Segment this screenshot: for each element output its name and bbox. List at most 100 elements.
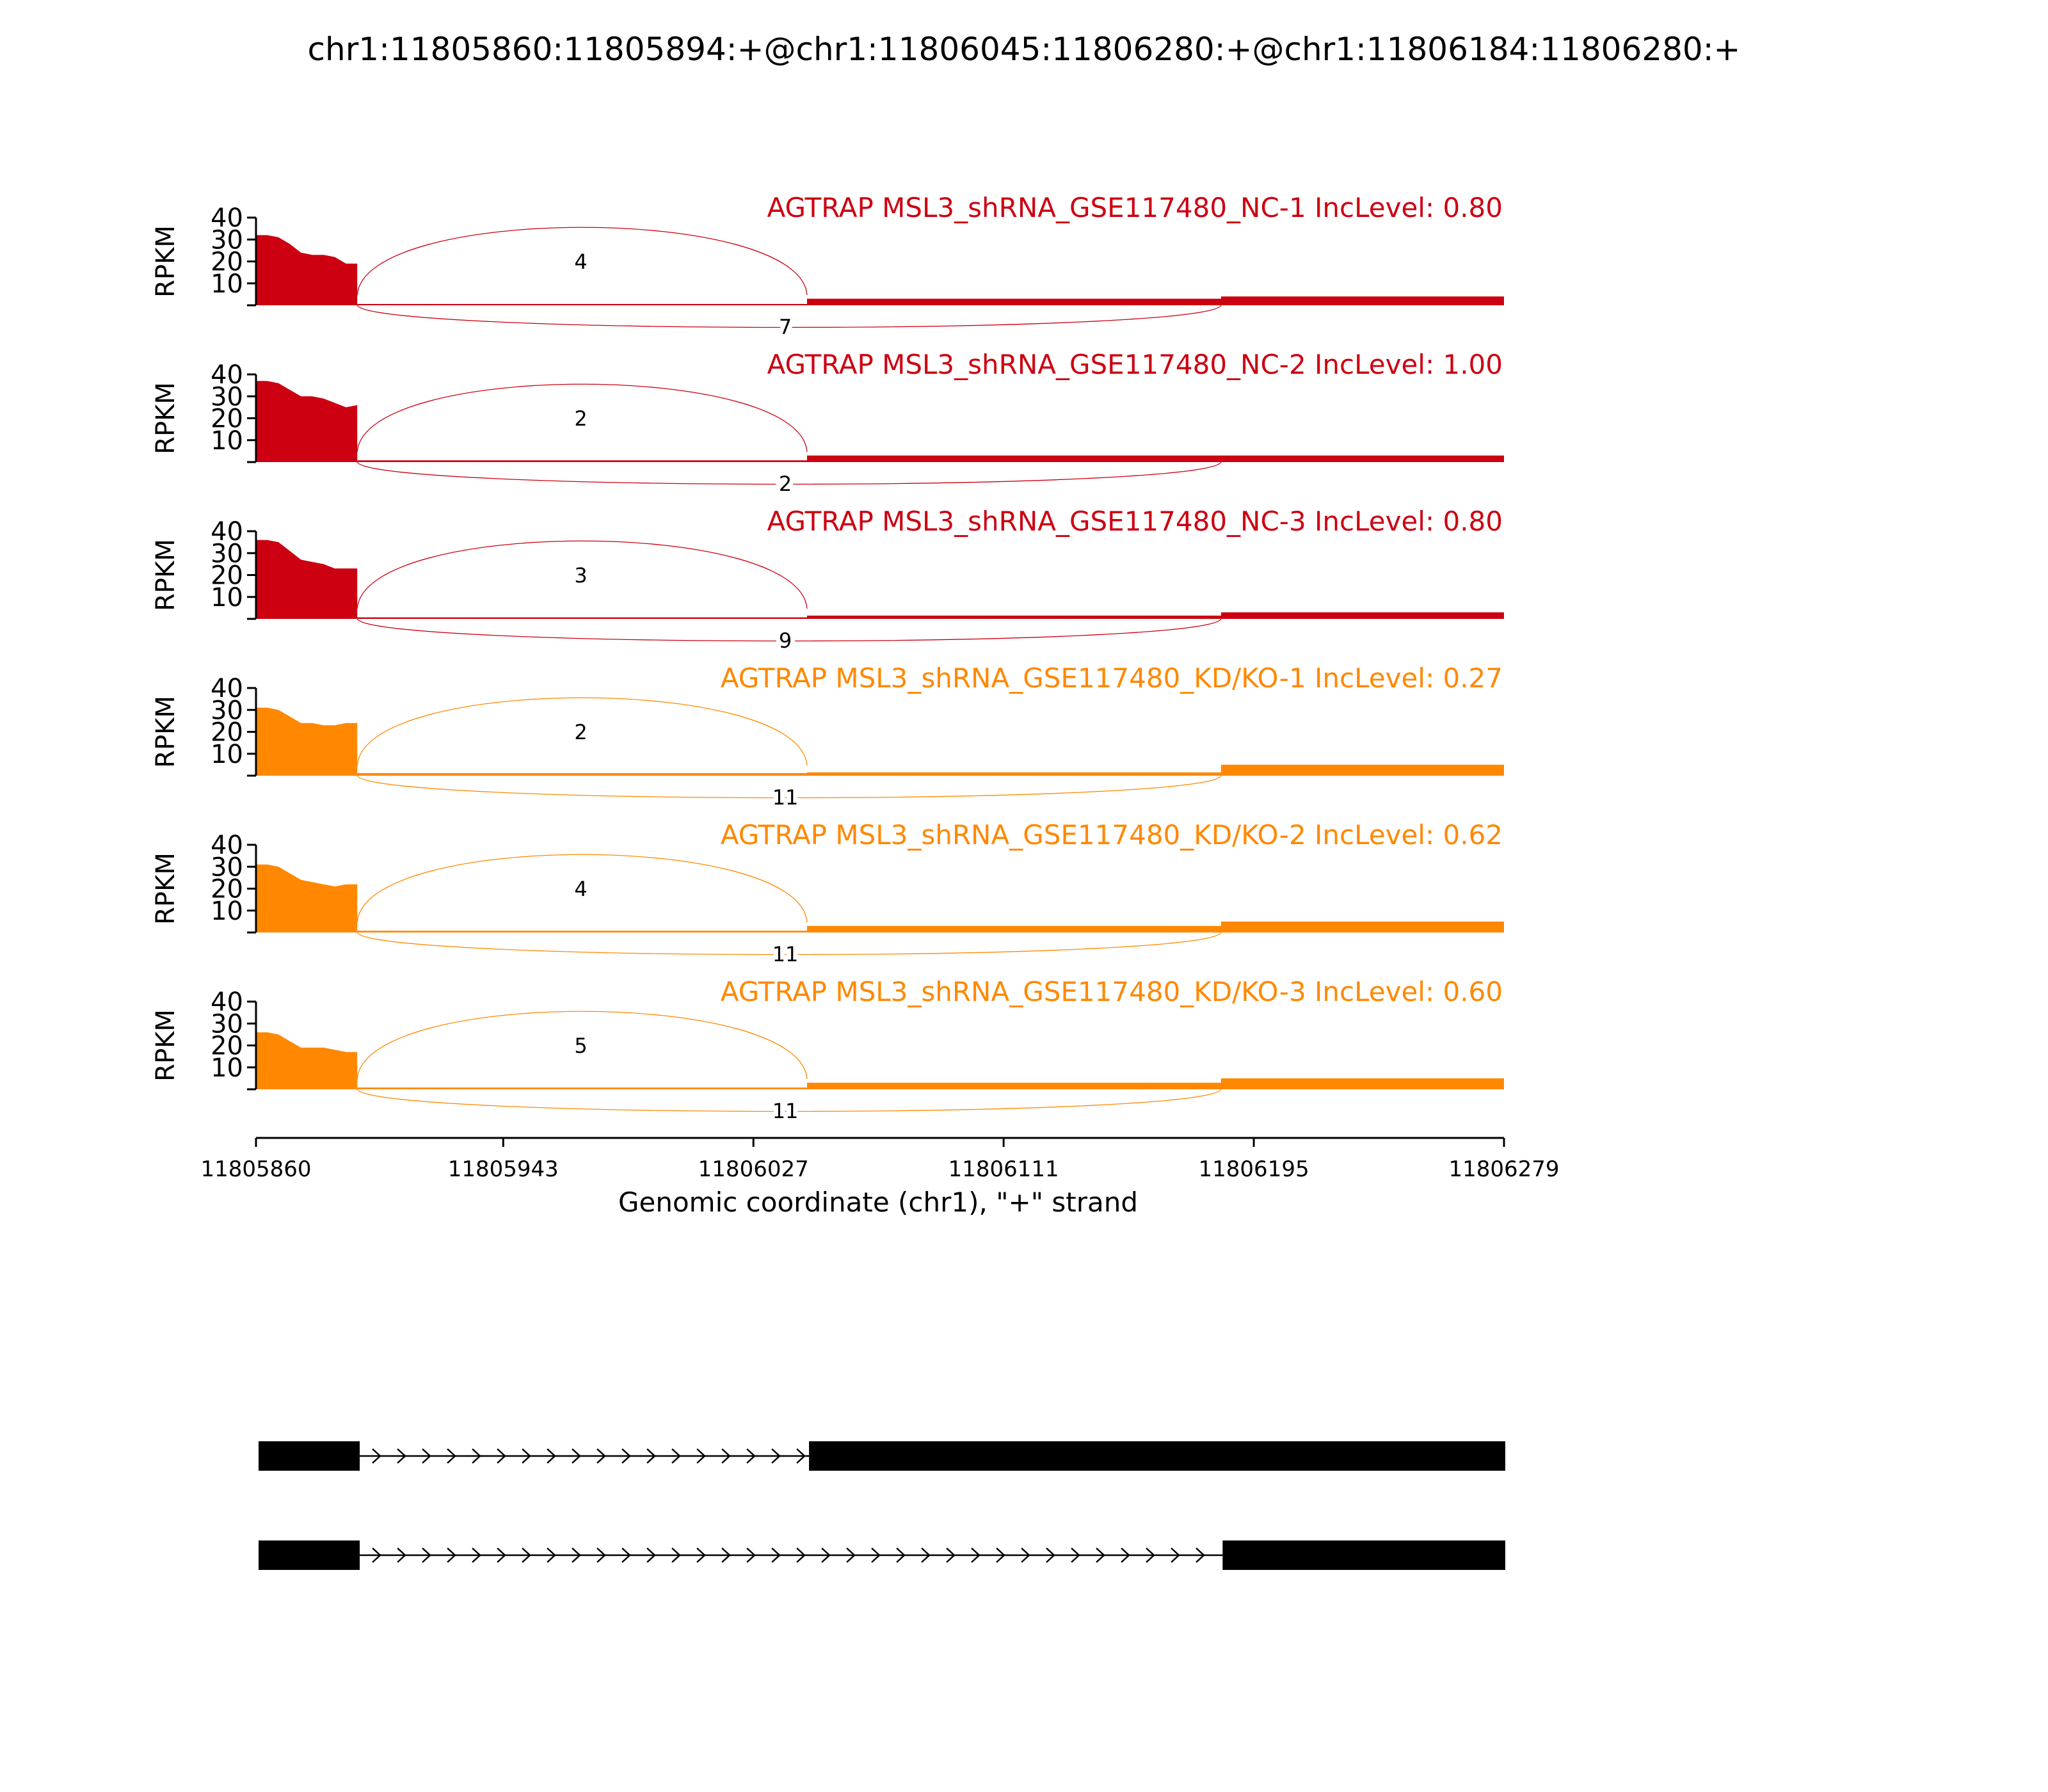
coverage-area [256,381,1504,462]
x-axis: 11805860 11805943 11806027 11806111 11806195… [200,1137,1560,1182]
strand-arrow [447,1548,456,1563]
strand-arrow [422,1448,431,1464]
strand-arrow [372,1548,381,1563]
intron-coverage [357,617,807,619]
y-tick-label: 40 [211,204,243,233]
strand-arrow [646,1448,656,1464]
strand-arrow [596,1448,606,1464]
skipping-junction-count: 2 [779,472,792,496]
intron-coverage [357,931,807,932]
transcripts-layer [259,1441,1505,1570]
strand-arrow [696,1448,706,1464]
y-tick-label: 40 [211,360,243,390]
strand-arrow [1171,1548,1180,1563]
y-tick-label: 20 [211,1032,243,1061]
x-tick-label: 11806111 [948,1156,1059,1182]
y-axis-label: RPKM [151,225,180,298]
strand-arrow [522,1548,531,1563]
strand-arrow [696,1548,706,1563]
y-tick-label: 20 [211,561,243,591]
strand-arrow [821,1548,831,1563]
y-axis-label: RPKM [151,696,180,768]
transcript-2 [259,1540,1505,1570]
strand-arrow [596,1548,606,1563]
x-tick-label: 11805860 [200,1156,311,1182]
strand-arrow [547,1548,556,1563]
y-tick-label: 10 [211,1053,243,1083]
y-tick-label: 40 [211,831,243,860]
intron-coverage [357,460,807,462]
y-tick-label: 30 [211,225,243,255]
inclusion-junction-count: 5 [574,1034,587,1058]
strand-arrow [996,1548,1005,1563]
strand-arrow [1096,1548,1105,1563]
strand-arrow [422,1548,431,1563]
y-axis-label: RPKM [151,382,180,454]
track-title: AGTRAP MSL3_shRNA_GSE117480_KD/KO-2 IncL… [721,819,1503,851]
coverage-area [256,235,1504,305]
x-tick-label: 11806279 [1448,1156,1559,1182]
inclusion-junction-count: 2 [574,720,587,744]
y-tick-label: 30 [211,1009,243,1039]
track-title: AGTRAP MSL3_shRNA_GSE117480_KD/KO-1 IncL… [721,662,1503,694]
transcript-1 [259,1441,1505,1471]
y-tick-label: 40 [211,517,243,547]
exon-block [259,1540,360,1570]
strand-arrow [921,1548,931,1563]
chart-title: chr1:11805860:11805894:+@chr1:11806045:1… [308,31,1741,68]
exon-block [259,1441,360,1471]
strand-arrow [497,1548,506,1563]
y-tick-label: 10 [211,269,243,299]
skipping-junction-arc [356,1089,1222,1112]
strand-arrow [721,1448,731,1464]
skipping-junction-count: 11 [772,942,799,966]
strand-arrow [447,1448,456,1464]
strand-arrow [621,1448,631,1464]
y-axis-label: RPKM [151,1009,180,1082]
strand-arrow [1021,1548,1030,1563]
strand-arrow [572,1448,581,1464]
strand-arrow [1196,1548,1205,1563]
track-title: AGTRAP MSL3_shRNA_GSE117480_NC-1 IncLeve… [767,192,1503,223]
coverage-area [256,864,1504,932]
y-tick-label: 20 [211,248,243,277]
strand-arrow [746,1448,756,1464]
strand-arrow [771,1448,781,1464]
strand-arrow [472,1548,481,1563]
skipping-junction-count: 11 [772,1099,799,1123]
y-tick-label: 10 [211,740,243,769]
strand-arrow [372,1448,381,1464]
skipping-junction-arc [356,775,1222,799]
coverage-area [256,1032,1504,1089]
track-title: AGTRAP MSL3_shRNA_GSE117480_NC-3 IncLeve… [767,506,1503,537]
intron-coverage [357,772,807,776]
strand-arrow [946,1548,956,1563]
y-tick-label: 20 [211,875,243,904]
exon-block [1222,1540,1505,1570]
strand-arrow [846,1548,856,1563]
skipping-junction-arc [356,461,1222,485]
y-tick-label: 30 [211,382,243,412]
y-tick-label: 10 [211,897,243,926]
coverage-area [256,540,1504,619]
skipping-junction-arc [356,932,1222,956]
strand-arrow [397,1448,406,1464]
inclusion-junction-arc [356,854,808,923]
exon-block [809,1441,1505,1471]
strand-arrow [671,1448,681,1464]
intron-coverage [357,303,807,305]
strand-arrow [1121,1548,1130,1563]
strand-arrow [746,1548,756,1563]
strand-arrow [971,1548,980,1563]
inclusion-junction-arc [356,227,808,296]
strand-arrow [1146,1548,1155,1563]
x-tick-label: 11806195 [1199,1156,1309,1182]
skipping-junction-count: 7 [779,315,792,339]
strand-arrow [572,1548,581,1563]
